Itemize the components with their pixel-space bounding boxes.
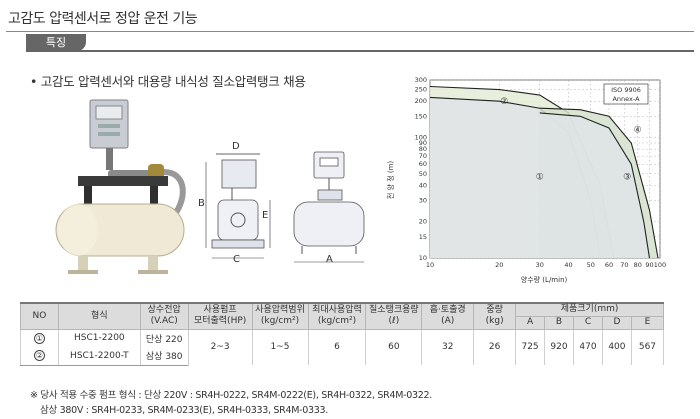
- row-model: HSC1-2200-T: [57, 347, 141, 366]
- table-row: ② HSC1-2200-T 삼상 380: [20, 347, 664, 366]
- y-tick-label: 10: [419, 254, 427, 262]
- y-tick-label: 80: [419, 145, 427, 153]
- header-size-b: B: [544, 315, 574, 330]
- header-bore: 흡·토출경 (A): [421, 302, 475, 330]
- row-power: 삼상 380: [139, 347, 189, 366]
- y-tick-label: 300: [415, 76, 427, 84]
- dimension-label-a: A: [326, 254, 333, 265]
- header-tank: 질소탱크용량 (ℓ): [365, 302, 423, 330]
- y-tick-label: 60: [419, 160, 427, 168]
- spec-table: NO 형식 상수전압 (V.AC) 사용펌프 모터출력(HP) 사용압력범위 (kg/…: [20, 302, 665, 366]
- x-tick-label: 30: [536, 261, 544, 269]
- header-size-d: D: [601, 315, 632, 330]
- pump-note-single-phase: ※ 당사 적용 수중 펌프 형식 : 단상 220V : SR4H-0222, …: [30, 390, 432, 401]
- standard-label: ISO 9906: [611, 86, 641, 94]
- cell-pressure-range: 1~5: [251, 328, 309, 365]
- y-tick-label: 15: [419, 233, 427, 241]
- dimension-label-d: D: [232, 141, 240, 152]
- section-tab-features: 특징: [26, 34, 86, 51]
- cell-weight: 26: [473, 328, 517, 365]
- series-label: ②: [500, 97, 508, 107]
- side-dimension-drawing: [205, 153, 271, 259]
- series-line: [539, 112, 651, 259]
- standard-box: [603, 83, 649, 105]
- y-tick-label: 40: [419, 181, 427, 189]
- y-axis-label: 전 양 정 (m): [386, 161, 395, 200]
- y-tick-label: 70: [419, 152, 427, 160]
- header-size-c: C: [573, 315, 603, 330]
- product-photo: [55, 99, 186, 274]
- series-area: [539, 112, 650, 259]
- series-label: ④: [634, 126, 642, 136]
- header-weight: 중량 (kg): [473, 302, 517, 330]
- standard-annex-label: Annex-A: [612, 95, 640, 103]
- y-tick-label: 20: [419, 218, 427, 226]
- series-label: ①: [536, 172, 544, 182]
- header-size-a: A: [515, 315, 546, 330]
- pump-note-three-phase: 삼상 380V : SR4H-0233, SR4M-0233(E), SR4H-…: [40, 405, 328, 416]
- header-max-pressure: 최대사용압력 (kg/cm²): [307, 302, 367, 330]
- x-tick-label: 100: [654, 261, 666, 269]
- cell-size-a: 725: [515, 328, 546, 365]
- cell-size-d: 400: [601, 328, 632, 365]
- x-tick-label: 40: [564, 261, 572, 269]
- x-tick-label: 10: [426, 261, 434, 269]
- cell-size-b: 920: [544, 328, 574, 365]
- section-divider: [26, 50, 694, 52]
- cell-bore: 32: [421, 328, 475, 365]
- cell-pump: 2~3: [187, 328, 253, 365]
- y-tick-label: 100: [415, 133, 427, 141]
- cell-size-e: 567: [630, 328, 665, 365]
- y-tick-label: 50: [419, 170, 427, 178]
- x-tick-label: 20: [495, 261, 503, 269]
- header-size-e: E: [630, 315, 665, 330]
- x-tick-label: 70: [620, 261, 628, 269]
- header-no: NO: [20, 302, 59, 330]
- y-tick-label: 150: [415, 112, 427, 120]
- dimension-label-c: C: [233, 254, 240, 265]
- header-model: 형식: [57, 302, 141, 330]
- cell-max-pressure: 6: [307, 328, 367, 365]
- header-power: 상수전압 (V.AC): [139, 302, 189, 330]
- row-model: HSC1-2200: [57, 328, 141, 347]
- dimension-label-b: B: [198, 198, 205, 209]
- x-tick-label: 80: [634, 261, 642, 269]
- x-tick-label: 90: [645, 261, 653, 269]
- y-tick-label: 30: [419, 197, 427, 205]
- y-tick-label: 200: [415, 97, 427, 105]
- cell-tank: 60: [365, 328, 423, 365]
- dimension-label-e: E: [262, 210, 269, 221]
- row-number: ①: [20, 328, 59, 347]
- table-row: ① HSC1-2200 단상 220 2~3 1~5 6 60 32 26 72…: [20, 328, 665, 365]
- page-title: 고감도 압력센서로 정압 운전 기능: [8, 11, 198, 27]
- row-power: 단상 220: [139, 328, 189, 347]
- series-label: ③: [623, 172, 631, 182]
- row-number: ②: [20, 347, 59, 366]
- cell-size-c: 470: [573, 328, 603, 365]
- x-axis-label: 양수량 (L/min): [521, 276, 568, 284]
- title-divider: [6, 31, 694, 32]
- header-pressure-range: 사용압력범위 (kg/cm²): [251, 302, 309, 330]
- x-tick-label: 60: [605, 261, 613, 269]
- feature-bullet: • 고감도 압력센서와 대용량 내식성 질소압력탱크 채용: [30, 74, 306, 89]
- header-size: 제품크기(mm): [515, 302, 664, 317]
- front-dimension-drawing: [293, 151, 365, 263]
- header-pump: 사용펌프 모터출력(HP): [187, 302, 253, 330]
- y-tick-label: 250: [415, 86, 427, 94]
- y-tick-label: 90: [419, 139, 427, 147]
- series-line: [539, 107, 659, 259]
- performance-chart: 10 20 30 40 50 60 70 80 90 1003002502001501009080…: [386, 76, 666, 284]
- x-tick-label: 50: [587, 261, 595, 269]
